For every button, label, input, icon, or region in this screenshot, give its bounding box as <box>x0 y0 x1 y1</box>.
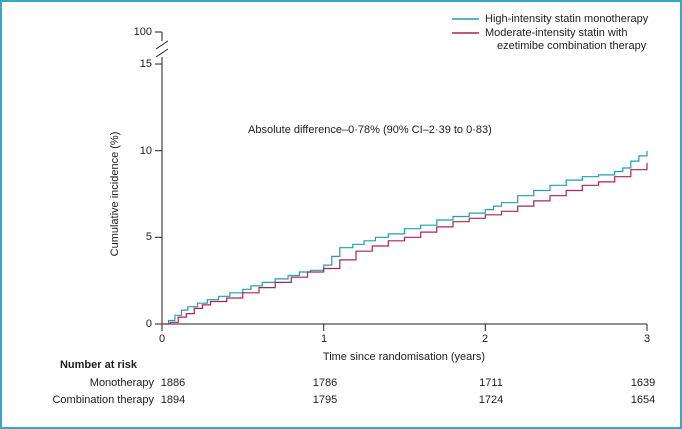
legend-label-combination-line2: ezetimibe combination therapy <box>497 40 647 52</box>
y-axis <box>155 31 163 325</box>
legend-label-monotherapy: High-intensity statin monotherapy <box>485 13 649 25</box>
risk-combination-t3: 1654 <box>630 394 656 406</box>
risk-monotherapy-t1: 1786 <box>312 377 338 389</box>
risk-table-title: Number at risk <box>59 359 137 371</box>
x-tick-0: 0 <box>158 333 166 345</box>
y-axis-label: Cumulative incidence (%) <box>109 131 121 257</box>
risk-combination-t0: 1894 <box>160 394 186 406</box>
x-axis-label: Time since randomisation (years) <box>322 351 486 363</box>
risk-row-label-combination: Combination therapy <box>52 394 154 406</box>
risk-combination-t1: 1795 <box>312 394 338 406</box>
y-tick-0: 0 <box>145 318 152 330</box>
absolute-difference-annotation: Absolute difference–0·78% (90% CI–2·39 t… <box>248 124 492 136</box>
y-tick-15: 15 <box>139 58 152 70</box>
risk-monotherapy-t0: 1886 <box>160 377 186 389</box>
y-tick-5: 5 <box>145 231 152 243</box>
risk-monotherapy-t2: 1711 <box>479 377 503 389</box>
risk-row-label-monotherapy: Monotherapy <box>89 377 154 389</box>
risk-combination-t2: 1724 <box>478 394 504 406</box>
x-tick-1: 1 <box>320 333 328 345</box>
legend-label-combination-line1: Moderate-intensity statin with <box>485 27 628 39</box>
curve-monotherapy <box>162 150 648 325</box>
x-axis <box>161 323 648 331</box>
x-tick-2: 2 <box>481 333 489 345</box>
y-tick-10: 10 <box>139 145 152 157</box>
curve-combination <box>162 162 648 325</box>
y-tick-100: 100 <box>133 26 152 38</box>
risk-monotherapy-t3: 1639 <box>630 377 656 389</box>
axis-break-icon <box>155 40 169 58</box>
x-tick-3: 3 <box>643 333 651 345</box>
